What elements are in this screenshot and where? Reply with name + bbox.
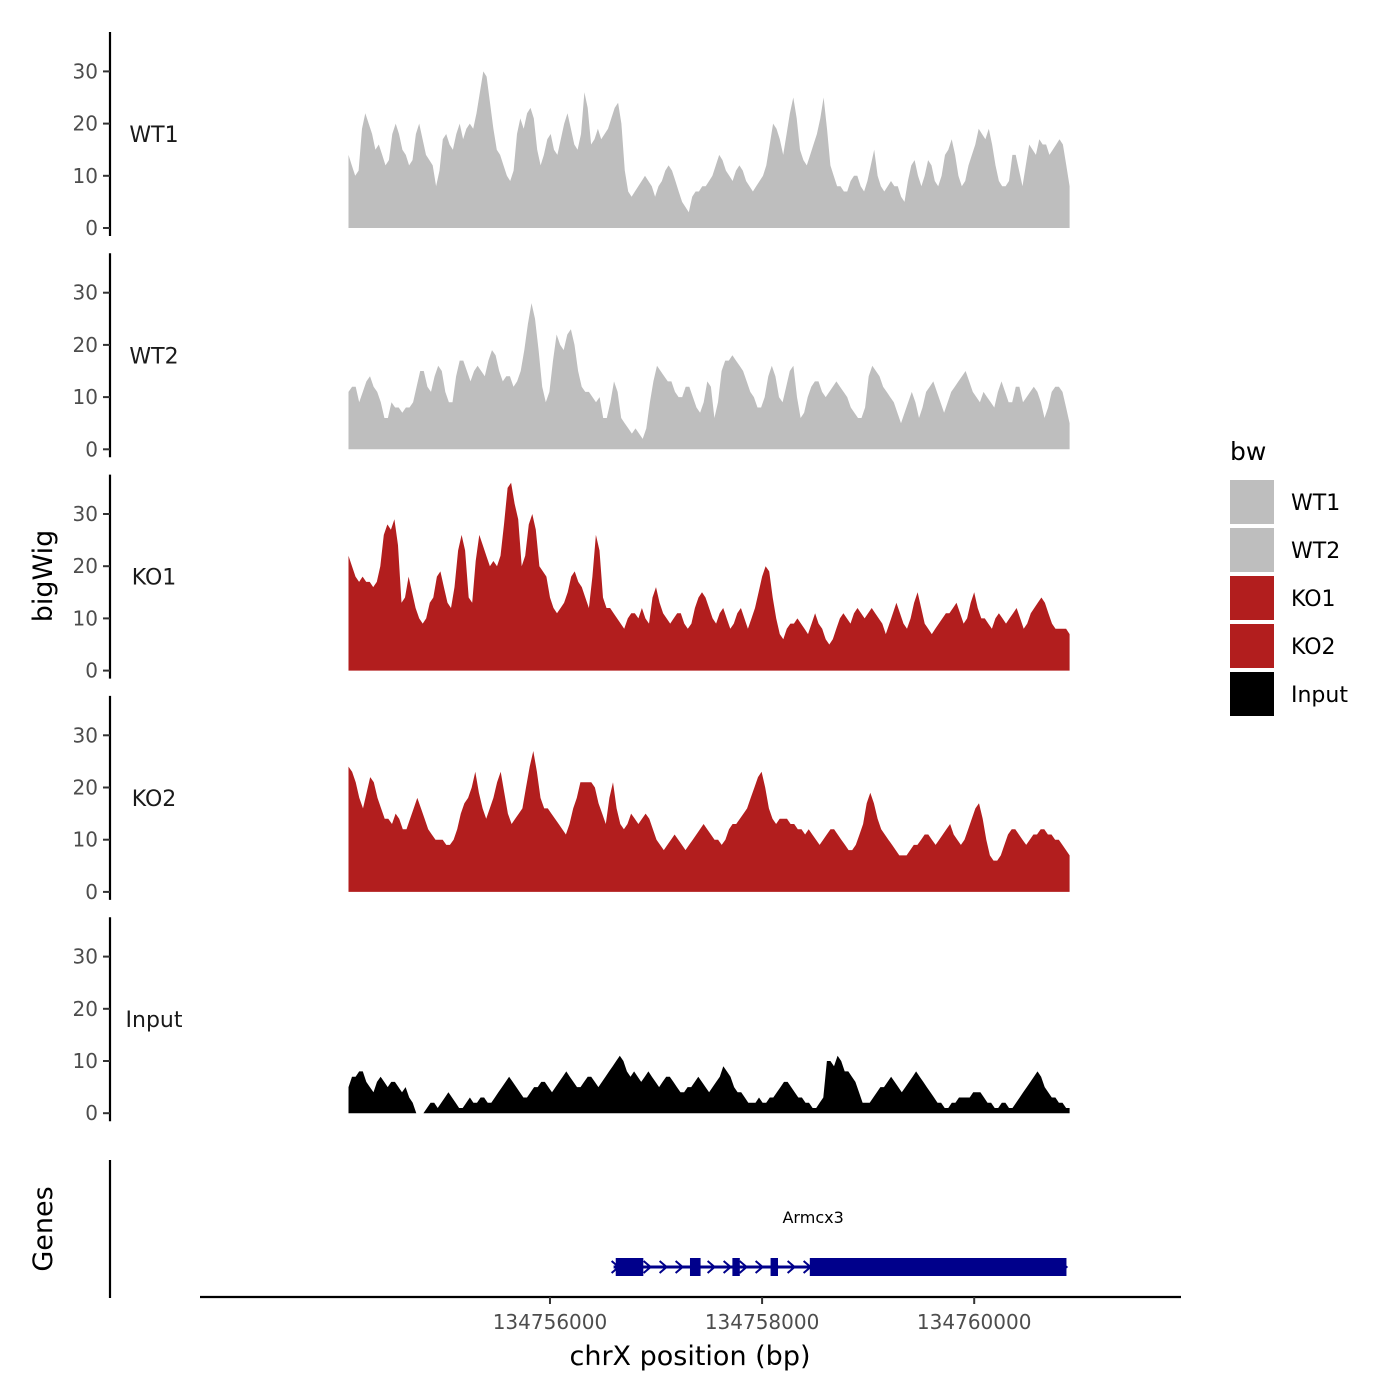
y-tick-label-ko2-10: 10 — [73, 828, 98, 852]
legend-swatch-wt1 — [1230, 480, 1274, 524]
strand-arrow — [706, 1260, 717, 1274]
exon-4 — [770, 1258, 778, 1276]
legend-title: bw — [1230, 437, 1266, 466]
coverage-tracks: 0 10 20 30 WT1 0 10 20 30 WT2 0 10 20 30 KO1 0 10 20 30 KO2… — [73, 32, 1070, 1125]
genes-track: Genes Armcx3 — [28, 1160, 1069, 1298]
y-tick-label-input-10: 10 — [73, 1049, 98, 1073]
gene-name-label: Armcx3 — [782, 1208, 843, 1227]
exon-3 — [732, 1258, 740, 1276]
strand-arrow — [658, 1260, 669, 1274]
y-tick-label-ko1-0: 0 — [85, 659, 98, 683]
coverage-area-wt2 — [348, 303, 1070, 450]
y-tick-label-ko1-30: 30 — [73, 502, 98, 526]
y-tick-label-ko1-10: 10 — [73, 606, 98, 630]
legend: bw WT1 WT2 KO1 KO2 Input — [1230, 437, 1348, 716]
y-tick-label-wt2-30: 30 — [73, 281, 98, 305]
strand-arrow — [754, 1260, 765, 1274]
coverage-area-ko2 — [348, 751, 1070, 892]
y-tick-label-wt1-30: 30 — [73, 59, 98, 83]
x-axis: 134756000 134758000 134760000 — [200, 1295, 1181, 1334]
track-wt1: 0 10 20 30 WT1 — [73, 32, 1070, 240]
legend-label-wt1: WT1 — [1291, 491, 1340, 516]
coverage-area-input — [348, 1055, 1070, 1114]
legend-swatch-ko2 — [1230, 624, 1274, 668]
y-tick-label-ko2-20: 20 — [73, 776, 98, 800]
track-ko1: 0 10 20 30 KO1 — [73, 474, 1070, 683]
track-label-wt2: WT2 — [129, 344, 178, 369]
strand-arrow — [786, 1260, 797, 1274]
y-tick-label-input-20: 20 — [73, 997, 98, 1021]
legend-swatch-input — [1230, 672, 1274, 716]
genes-track-label: Genes — [28, 1186, 59, 1271]
y-tick-label-wt1-20: 20 — [73, 112, 98, 136]
exon-2 — [689, 1258, 701, 1276]
y-tick-label-input-0: 0 — [85, 1101, 98, 1125]
strand-arrow — [738, 1260, 749, 1274]
y-tick-label-wt2-0: 0 — [85, 437, 98, 461]
track-label-input: Input — [126, 1008, 183, 1033]
legend-label-wt2: WT2 — [1291, 539, 1340, 564]
track-ko2: 0 10 20 30 KO2 — [73, 695, 1070, 904]
coverage-area-ko1 — [348, 482, 1070, 671]
y-tick-label-wt1-10: 10 — [73, 164, 98, 188]
x-tick-label-134760000: 134760000 — [917, 1310, 1032, 1334]
y-tick-label-input-30: 30 — [73, 945, 98, 969]
x-tick-label-134758000: 134758000 — [705, 1310, 820, 1334]
y-tick-label-ko2-30: 30 — [73, 723, 98, 747]
strand-arrow — [674, 1260, 685, 1274]
track-label-ko1: KO1 — [132, 566, 177, 591]
y-tick-label-ko1-20: 20 — [73, 554, 98, 578]
track-wt2: 0 10 20 30 WT2 — [73, 253, 1070, 461]
legend-label-ko2: KO2 — [1291, 635, 1336, 660]
y-tick-label-wt1-0: 0 — [85, 216, 98, 240]
x-tick-label-134756000: 134756000 — [493, 1310, 608, 1334]
y-tick-label-ko2-0: 0 — [85, 880, 98, 904]
strand-arrow — [722, 1260, 733, 1274]
legend-label-ko1: KO1 — [1291, 587, 1336, 612]
track-input: 0 10 20 30 Input — [73, 917, 1070, 1125]
y-tick-label-wt2-20: 20 — [73, 333, 98, 357]
strand-arrow — [642, 1260, 653, 1274]
exon-5 — [809, 1258, 1067, 1276]
legend-swatch-wt2 — [1230, 528, 1274, 572]
x-axis-title: chrX position (bp) — [569, 1341, 810, 1372]
legend-label-input: Input — [1291, 683, 1348, 708]
y-tick-label-wt2-10: 10 — [73, 385, 98, 409]
coverage-area-wt1 — [348, 71, 1070, 229]
y-axis-title: bigWig — [28, 530, 59, 623]
track-label-wt1: WT1 — [129, 123, 178, 148]
legend-swatch-ko1 — [1230, 576, 1274, 620]
track-label-ko2: KO2 — [132, 787, 177, 812]
exon-1 — [615, 1258, 644, 1276]
